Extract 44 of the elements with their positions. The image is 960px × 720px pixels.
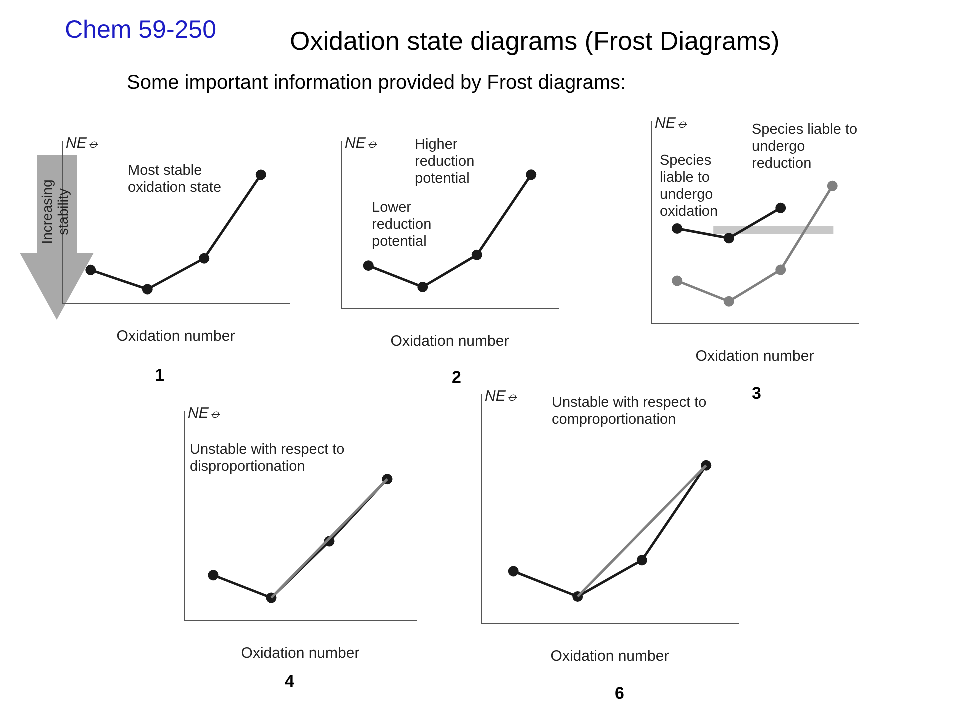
annotation: Most stable oxidation state [128, 163, 223, 197]
annotation: Species liable to undergo oxidation [660, 153, 720, 221]
point [724, 296, 734, 307]
text: Species liable to undergo reduction [752, 122, 859, 173]
y-axis-title: NE⦵ [485, 388, 519, 405]
point [724, 233, 734, 244]
annotation: Increasing stability [39, 178, 71, 246]
x-axis-title: Oxidation number [390, 333, 510, 350]
text: 1 [155, 366, 164, 386]
point [776, 202, 786, 214]
annotation: Higher reduction potential [415, 137, 476, 188]
x-axis-title: Oxidation number [550, 648, 670, 666]
point [86, 264, 96, 276]
text: 6 [615, 684, 624, 704]
point [776, 264, 786, 276]
text: Unstable with respect to disproportionation [190, 442, 346, 476]
x-axis-title: Oxidation number [241, 645, 360, 662]
point [256, 170, 266, 180]
point [672, 276, 683, 286]
point [508, 566, 519, 577]
point [199, 253, 210, 264]
point [208, 570, 219, 581]
x-axis-title: Oxidation number [696, 348, 814, 366]
point [672, 223, 683, 234]
text: 4 [285, 672, 294, 692]
point [636, 555, 648, 566]
text: Oxidation state diagrams (Frost Diagrams) [290, 26, 780, 57]
point [363, 260, 374, 272]
point [472, 250, 482, 260]
y-axis-title: NE⦵ [345, 135, 379, 152]
y-axis-title: NE⦵ [66, 135, 100, 152]
x-axis-title: Oxidation number [116, 328, 236, 346]
y-axis-title: NE⦵ [655, 115, 689, 132]
point [526, 170, 537, 180]
text: Chem 59-250 [65, 16, 216, 45]
point [827, 180, 838, 192]
y-axis-title: NE⦵ [188, 405, 222, 422]
annotation: Lower reduction potential [372, 200, 433, 251]
text: 3 [752, 384, 762, 404]
point [142, 284, 153, 295]
point [418, 282, 428, 292]
text: Some important information provided by Frost diagrams: [127, 72, 626, 95]
text: 2 [452, 368, 462, 388]
text: Unstable with respect to comproportionation [552, 395, 708, 429]
